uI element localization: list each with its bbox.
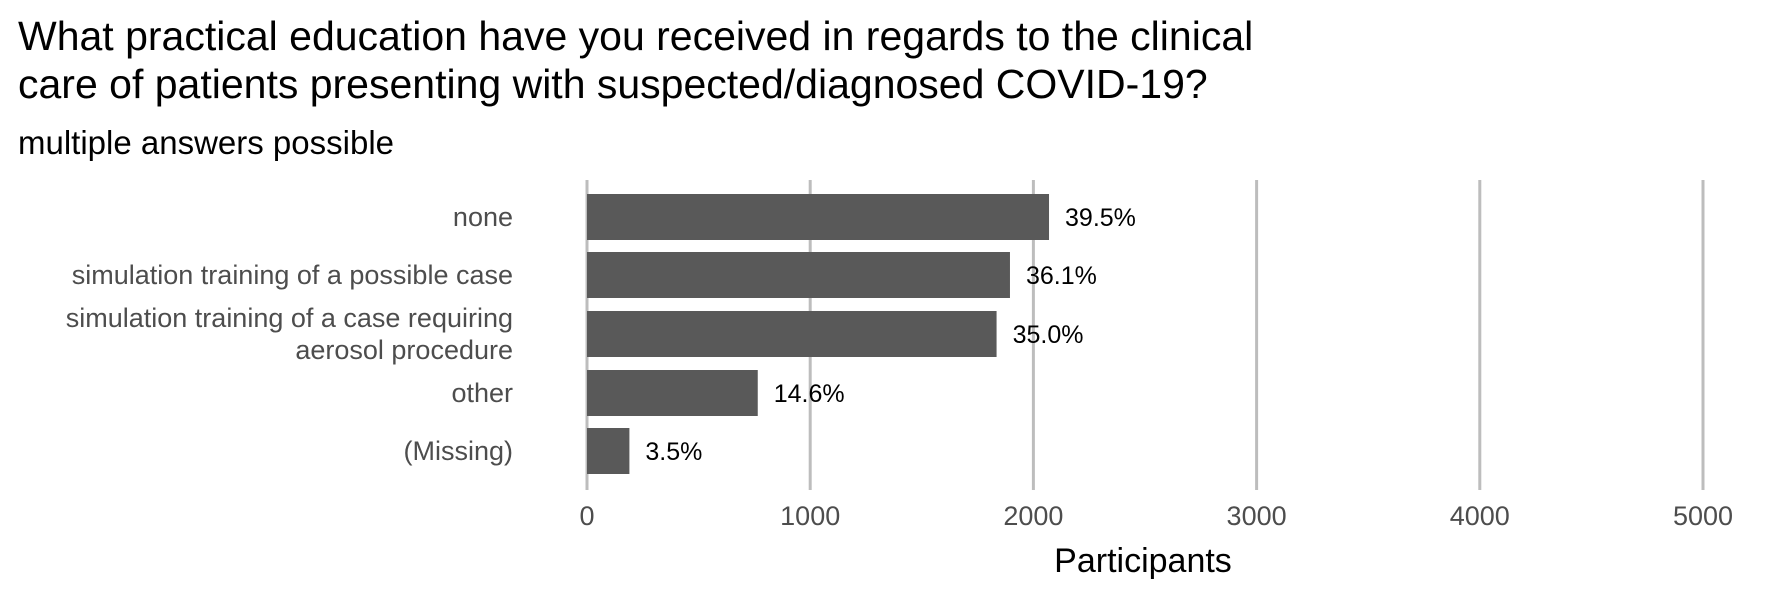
data-label: 39.5%: [1065, 204, 1136, 232]
bar: [587, 428, 630, 474]
bar: [587, 194, 1050, 240]
category-label: simulation training of a possible case: [72, 260, 513, 290]
x-tick-label: 3000: [1227, 501, 1287, 531]
category-label: (Missing): [403, 436, 513, 466]
x-tick-label: 2000: [1003, 501, 1063, 531]
category-label-line: (Missing): [403, 436, 513, 466]
category-label-line: other: [451, 378, 513, 408]
category-label: other: [451, 378, 513, 408]
category-labels: none simulation training of a possible ca…: [66, 202, 513, 466]
x-tick-label: 5000: [1673, 501, 1733, 531]
bar: [587, 311, 997, 357]
data-label: 35.0%: [1013, 321, 1084, 349]
data-label: 14.6%: [774, 380, 845, 408]
x-axis-title: Participants: [1054, 542, 1232, 580]
category-label-line: simulation training of a possible case: [72, 260, 513, 290]
category-label-line: aerosol procedure: [295, 335, 513, 365]
chart-subtitle: multiple answers possible: [18, 124, 395, 161]
chart-title-line: What practical education have you receiv…: [18, 13, 1254, 59]
category-label-line: simulation training of a case requiring: [66, 303, 513, 333]
bar: [587, 370, 758, 416]
x-tick-label: 4000: [1450, 501, 1510, 531]
bars: [587, 194, 1050, 474]
x-tick-labels: 0 1000 2000 3000 4000 5000: [579, 501, 1733, 531]
chart-title: What practical education have you receiv…: [18, 12, 1253, 108]
x-tick-label: 1000: [780, 501, 840, 531]
category-label-line: none: [453, 202, 513, 232]
chart-title-line: care of patients presenting with suspect…: [18, 61, 1208, 107]
category-label: simulation training of a case requiring a…: [66, 303, 513, 365]
data-labels: 39.5% 36.1% 35.0% 14.6% 3.5%: [645, 204, 1136, 466]
data-label: 36.1%: [1026, 262, 1097, 290]
x-tick-label: 0: [579, 501, 594, 531]
bar: [587, 252, 1010, 298]
category-label: none: [453, 202, 513, 232]
data-label: 3.5%: [645, 438, 702, 466]
